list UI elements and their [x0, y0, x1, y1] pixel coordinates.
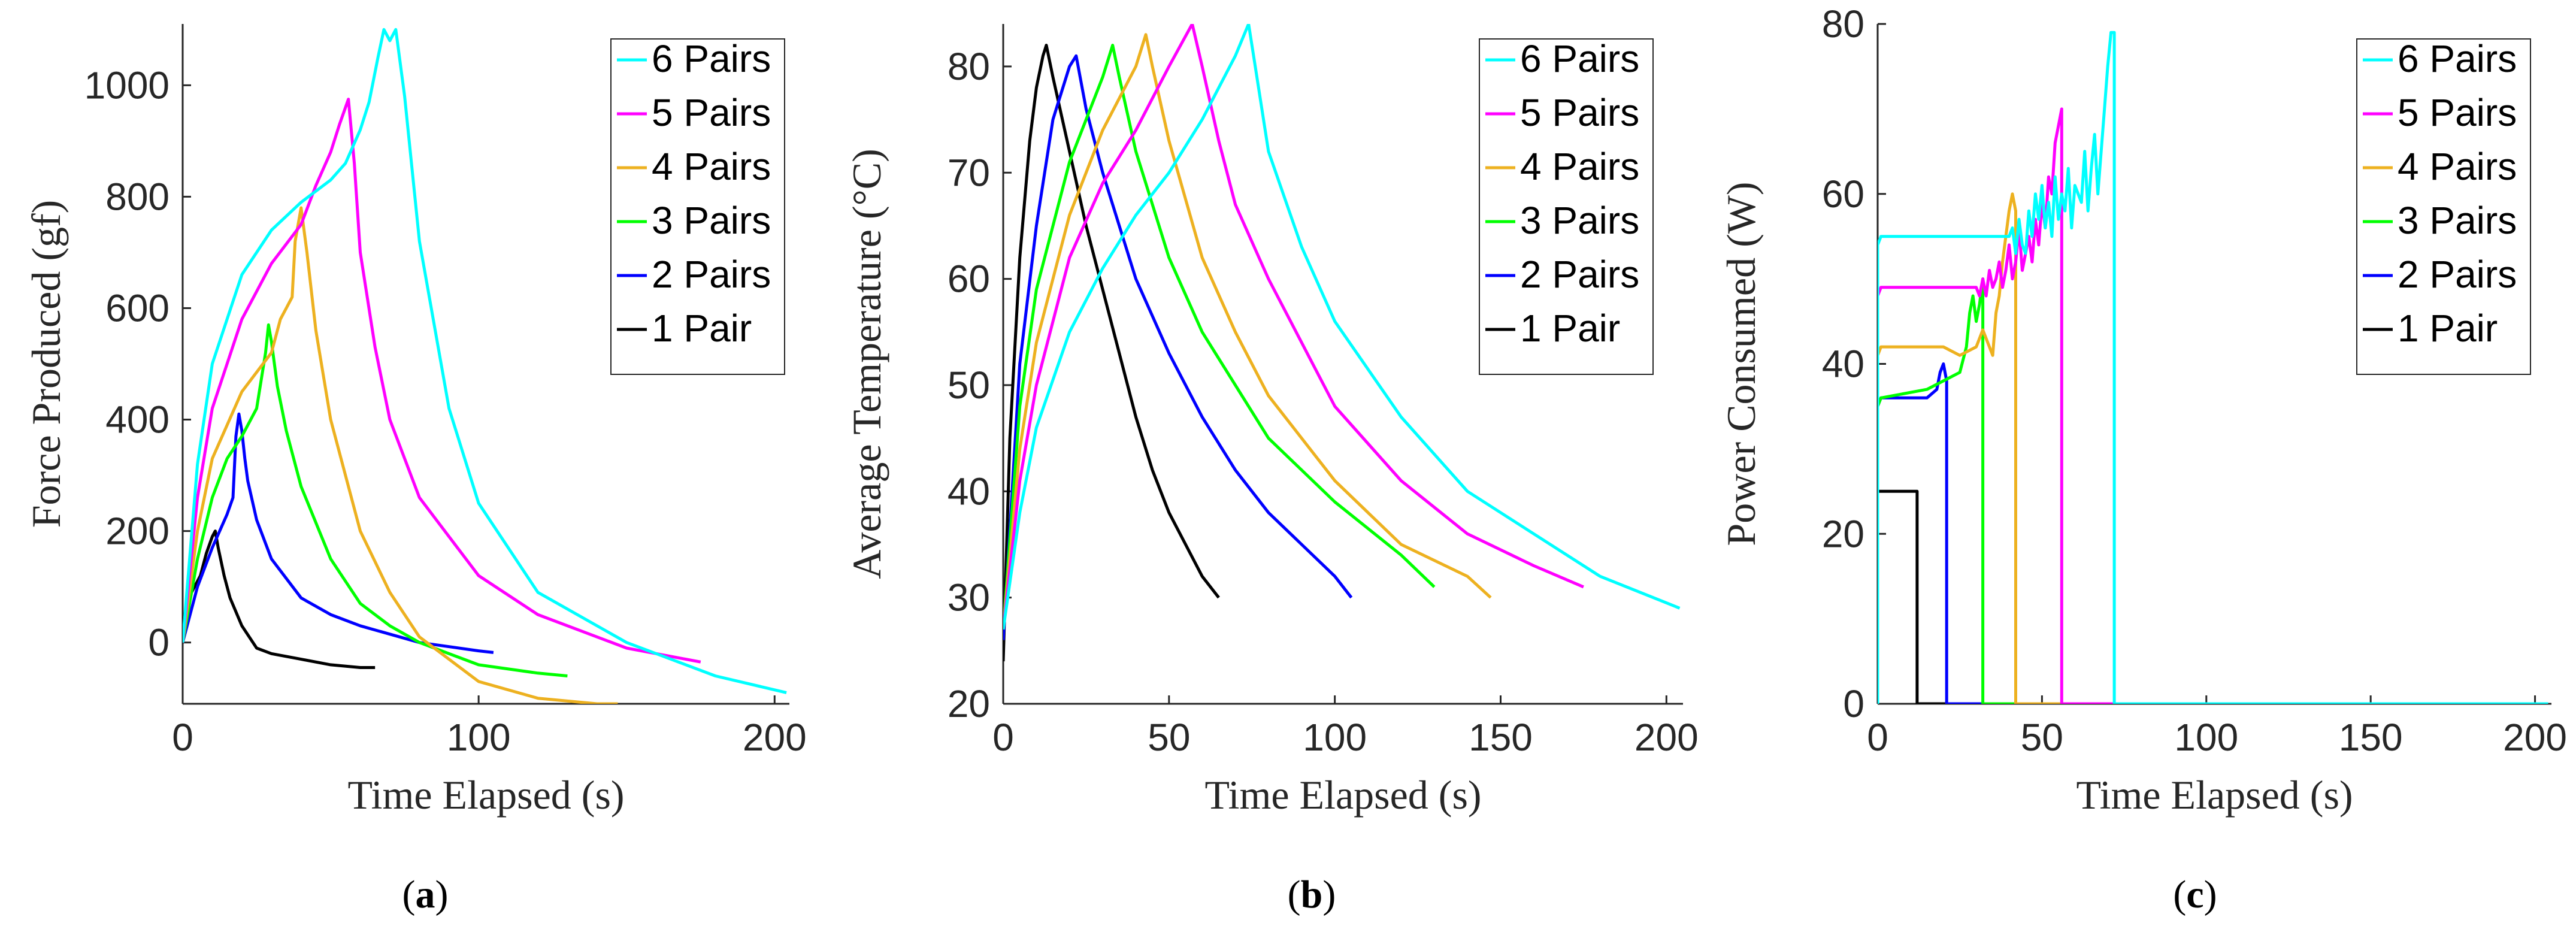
series-line-1-pair — [183, 529, 376, 669]
legend-box — [1479, 38, 1654, 375]
x-tick-label: 0 — [172, 716, 193, 759]
caption-letter: c — [2186, 873, 2203, 916]
legend-label: 3 Pairs — [652, 199, 771, 242]
y-tick-label: 80 — [1822, 2, 1864, 46]
legend-label: 4 Pairs — [652, 145, 771, 188]
x-tick-label: 100 — [2174, 716, 2238, 759]
y-tick-label: 0 — [1843, 682, 1864, 725]
panel-caption: (b) — [1288, 873, 1336, 916]
y-axis-label: Average Temperature (°C) — [844, 149, 889, 579]
y-tick-label: 1000 — [84, 63, 169, 107]
legend-label: 1 Pair — [1520, 307, 1620, 350]
series-line-1-pair — [1003, 44, 1220, 662]
series-line-4-pairs — [1003, 33, 1492, 630]
y-tick-label: 60 — [948, 258, 990, 301]
y-axis-label: Power Consumed (W) — [1718, 181, 1764, 546]
x-axis-label: Time Elapsed (s) — [2076, 772, 2353, 818]
y-tick-label: 20 — [1822, 512, 1864, 555]
x-tick-label: 100 — [447, 716, 511, 759]
x-tick-label: 100 — [1303, 716, 1367, 759]
series-line-5-pairs — [1003, 24, 1584, 630]
x-tick-label: 150 — [2339, 716, 2403, 759]
legend-label: 3 Pairs — [1520, 199, 1639, 242]
legend-label: 3 Pairs — [2398, 199, 2517, 242]
panel-caption: (a) — [402, 873, 449, 916]
caption-letter: a — [416, 873, 435, 916]
panel-a: 0 100 200 0 200 400 600 800 1000 Time Elapsed (s)… — [23, 24, 807, 916]
legend-label: 5 Pairs — [1520, 91, 1639, 134]
y-tick-label: 60 — [1822, 173, 1864, 216]
y-tick-label: 40 — [1822, 343, 1864, 386]
y-tick-label: 0 — [148, 621, 169, 664]
caption-letter: b — [1301, 873, 1323, 916]
legend-label: 6 Pairs — [652, 37, 771, 80]
x-tick-label: 200 — [743, 716, 807, 759]
legend-label: 1 Pair — [2398, 307, 2498, 350]
legend-label: 4 Pairs — [2398, 145, 2517, 188]
series-line-6-pairs — [1003, 24, 1681, 630]
y-tick-label: 80 — [948, 45, 990, 88]
legend-label: 5 Pairs — [652, 91, 771, 134]
caption-open-paren: ( — [402, 873, 416, 916]
y-tick-label: 400 — [105, 398, 169, 441]
y-tick-label: 70 — [948, 151, 990, 194]
x-axis-label: Time Elapsed (s) — [347, 772, 624, 818]
series-line-6-pairs — [1878, 31, 2548, 704]
legend-box — [2356, 38, 2531, 375]
x-tick-label: 0 — [992, 716, 1014, 759]
series-line-4-pairs — [1878, 192, 2361, 704]
panel-b: 0 50 100 150 200 20 30 40 50 60 70 80 Time Elapsed (… — [844, 24, 1699, 916]
series-line-5-pairs — [183, 98, 701, 664]
legend-label: 1 Pair — [652, 307, 752, 350]
series-line-4-pairs — [183, 206, 618, 704]
y-tick-label: 200 — [105, 510, 169, 553]
caption-close-paren: ) — [1322, 873, 1336, 916]
series-line-3-pairs — [183, 323, 568, 677]
x-axis-label: Time Elapsed (s) — [1204, 772, 1481, 818]
caption-open-paren: ( — [1288, 873, 1301, 916]
series-line-3-pairs — [1878, 277, 2305, 704]
legend-label: 5 Pairs — [2398, 91, 2517, 134]
legend-label: 2 Pairs — [2398, 253, 2517, 296]
legend-label: 6 Pairs — [1520, 37, 1639, 80]
x-tick-label: 50 — [2021, 716, 2063, 759]
legend-label: 2 Pairs — [652, 253, 771, 296]
series-line-2-pairs — [1878, 362, 2223, 704]
y-axis-label: Force Produced (gf) — [23, 200, 69, 528]
y-tick-label: 40 — [948, 470, 990, 513]
legend-label: 4 Pairs — [1520, 145, 1639, 188]
series-line-6-pairs — [183, 28, 787, 694]
legend-box — [610, 38, 785, 375]
legend-label: 6 Pairs — [2398, 37, 2517, 80]
y-tick-label: 600 — [105, 286, 169, 329]
series-line-1-pair — [1878, 489, 2091, 704]
series-line-5-pairs — [1878, 107, 2453, 704]
caption-close-paren: ) — [435, 873, 449, 916]
y-tick-label: 20 — [948, 682, 990, 725]
y-tick-label: 30 — [948, 576, 990, 619]
x-tick-label: 200 — [1634, 716, 1699, 759]
caption-close-paren: ) — [2204, 873, 2217, 916]
x-tick-label: 0 — [1867, 716, 1888, 759]
series-line-2-pairs — [1003, 54, 1353, 640]
series-line-2-pairs — [183, 412, 494, 654]
legend-label: 2 Pairs — [1520, 253, 1639, 296]
y-tick-label: 50 — [948, 364, 990, 407]
caption-open-paren: ( — [2173, 873, 2186, 916]
x-tick-label: 50 — [1148, 716, 1190, 759]
panel-caption: (c) — [2173, 873, 2217, 916]
x-tick-label: 200 — [2503, 716, 2567, 759]
panel-c: 0 50 100 150 200 0 20 40 60 80 Time Elapsed (s) Pow… — [1718, 2, 2567, 916]
series-line-3-pairs — [1003, 44, 1436, 630]
y-tick-label: 800 — [105, 175, 169, 218]
x-tick-label: 150 — [1469, 716, 1533, 759]
